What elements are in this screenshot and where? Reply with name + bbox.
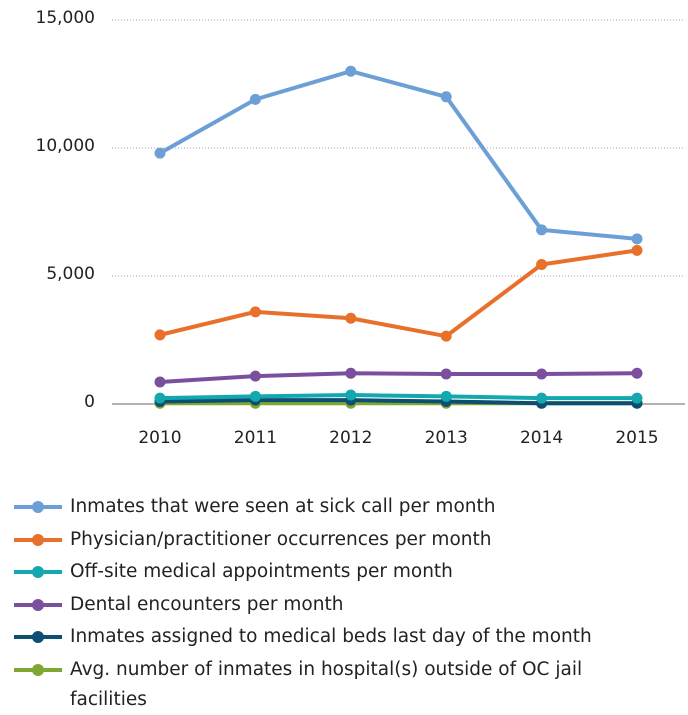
x-tick-label: 2010: [138, 428, 181, 448]
x-tick-label: 2015: [615, 428, 658, 448]
series-line: [159, 398, 637, 406]
data-point: [154, 147, 166, 159]
data-point: [249, 306, 261, 318]
chart: 0 5,000 10,000 15,000 2010 2011 2012 2013 2014 20…: [36, 8, 685, 448]
series-line: [159, 393, 637, 401]
data-point: [154, 376, 166, 388]
data-point: [631, 244, 643, 256]
data-point: [631, 233, 643, 245]
data-point: [249, 390, 261, 402]
legend-marker: [32, 598, 44, 611]
data-point: [536, 392, 548, 404]
x-tick-label: 2013: [425, 428, 468, 448]
legend-marker: [32, 631, 44, 643]
legend-item: Avg. number of inmates in hospital(s) ou…: [14, 655, 684, 715]
y-tick-label: 0: [84, 392, 95, 412]
legend-swatch: [14, 501, 62, 513]
legend-item: Off-site medical appointments per month: [14, 557, 684, 590]
legend-swatch: [14, 598, 62, 611]
legend-marker: [32, 533, 44, 546]
data-point: [154, 329, 166, 341]
data-point: [345, 312, 357, 324]
legend-label: Inmates that were seen at sick call per …: [70, 496, 496, 517]
data-point: [536, 224, 548, 236]
y-tick-label: 15,000: [36, 8, 95, 28]
data-point: [345, 367, 357, 379]
data-point: [345, 389, 357, 401]
data-point: [440, 368, 452, 380]
legend-swatch: [14, 533, 62, 546]
y-tick-label: 10,000: [36, 136, 95, 156]
legend-label: Inmates assigned to medical beds last da…: [70, 626, 592, 647]
data-point: [154, 392, 166, 404]
series-line: [159, 69, 638, 241]
data-point: [440, 91, 452, 103]
x-tick-label: 2012: [329, 428, 372, 448]
legend-label: Physician/practitioner occurrences per m…: [70, 528, 492, 550]
series-line: [159, 371, 638, 384]
data-point: [631, 392, 643, 404]
data-point: [345, 65, 357, 77]
legend-marker: [32, 501, 44, 513]
legend-swatch: [14, 663, 62, 676]
data-point: [631, 367, 643, 379]
legend-label: Off-site medical appointments per month: [70, 561, 453, 582]
legend-item: Inmates assigned to medical beds last da…: [14, 622, 684, 655]
legend-item: Physician/practitioner occurrences per m…: [14, 525, 684, 558]
legend-item: Dental encounters per month: [14, 590, 684, 623]
x-tick-label: 2014: [520, 428, 563, 448]
data-point: [536, 368, 548, 380]
legend-swatch: [14, 631, 62, 643]
data-point: [249, 93, 261, 105]
series-line: [159, 248, 638, 339]
x-tick-label: 2011: [234, 428, 277, 448]
legend-swatch: [14, 566, 62, 578]
legend-item: Inmates that were seen at sick call per …: [14, 492, 684, 525]
data-point: [536, 258, 548, 270]
data-point: [440, 390, 452, 402]
data-point: [440, 330, 452, 342]
legend-label: Avg. number of inmates in hospital(s) ou…: [70, 658, 583, 710]
legend-label: Dental encounters per month: [70, 593, 344, 615]
y-tick-label: 5,000: [46, 264, 95, 284]
data-point: [249, 370, 261, 382]
legend-marker: [32, 663, 44, 676]
legend: Inmates that were seen at sick call per …: [14, 492, 684, 715]
legend-marker: [32, 566, 44, 578]
